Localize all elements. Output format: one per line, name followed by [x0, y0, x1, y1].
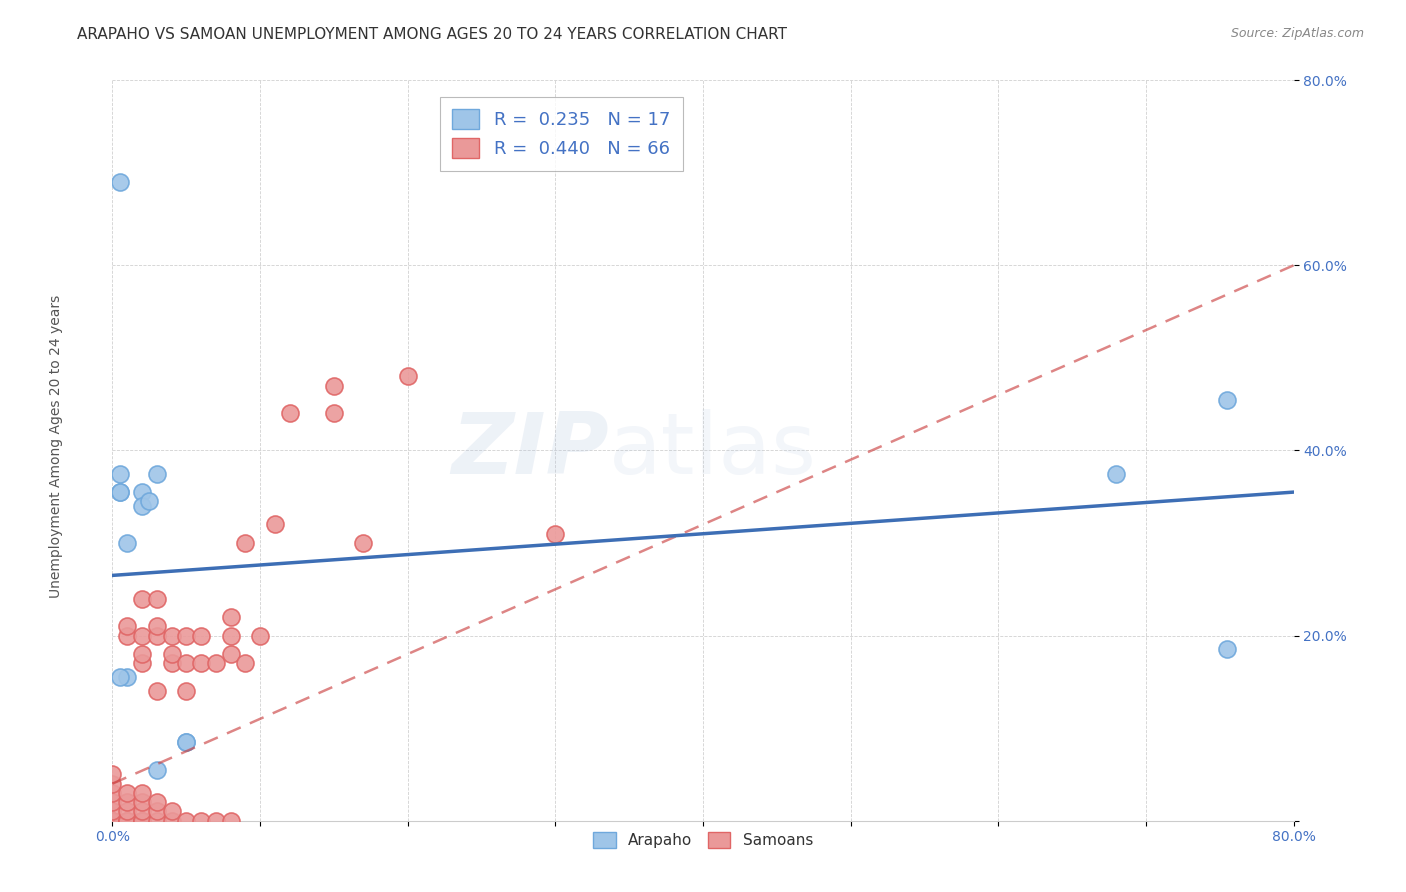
Point [101, 814, 124, 828]
Point [174, 735, 197, 749]
Point [249, 628, 271, 642]
Point [117, 814, 138, 828]
Point [101, 805, 124, 819]
Point [323, 407, 346, 421]
Text: Unemployment Among Ages 20 to 24 years: Unemployment Among Ages 20 to 24 years [49, 294, 63, 598]
Legend: Arapaho, Samoans: Arapaho, Samoans [583, 822, 823, 857]
Point [108, 670, 131, 684]
Point [117, 795, 138, 809]
Point [108, 485, 131, 500]
Point [219, 628, 242, 642]
Point [323, 378, 346, 392]
Point [117, 536, 138, 550]
Point [101, 814, 124, 828]
Point [190, 657, 212, 671]
Point [396, 369, 419, 384]
Point [174, 657, 197, 671]
Point [131, 657, 153, 671]
Text: ZIP: ZIP [451, 409, 609, 492]
Point [219, 647, 242, 661]
Point [160, 657, 183, 671]
Point [146, 763, 169, 777]
Point [131, 628, 153, 642]
Point [101, 814, 124, 828]
Point [101, 814, 124, 828]
Point [174, 684, 197, 698]
Point [205, 657, 228, 671]
Point [544, 526, 567, 541]
Point [146, 591, 169, 606]
Point [160, 814, 183, 828]
Point [219, 814, 242, 828]
Point [264, 517, 287, 532]
Point [108, 467, 131, 481]
Point [101, 814, 124, 828]
Point [160, 647, 183, 661]
Point [190, 814, 212, 828]
Point [146, 628, 169, 642]
Point [131, 591, 153, 606]
Point [1105, 467, 1128, 481]
Point [1216, 392, 1239, 407]
Point [352, 536, 374, 550]
Point [108, 175, 131, 189]
Point [219, 610, 242, 624]
Point [101, 795, 124, 809]
Point [131, 499, 153, 513]
Point [190, 628, 212, 642]
Point [233, 657, 256, 671]
Text: ARAPAHO VS SAMOAN UNEMPLOYMENT AMONG AGES 20 TO 24 YEARS CORRELATION CHART: ARAPAHO VS SAMOAN UNEMPLOYMENT AMONG AGE… [77, 27, 787, 42]
Text: atlas: atlas [609, 409, 817, 492]
Point [146, 684, 169, 698]
Point [131, 805, 153, 819]
Point [101, 814, 124, 828]
Point [117, 786, 138, 800]
Point [146, 814, 169, 828]
Point [138, 494, 160, 508]
Point [278, 407, 301, 421]
Point [117, 628, 138, 642]
Point [131, 485, 153, 500]
Text: Source: ZipAtlas.com: Source: ZipAtlas.com [1230, 27, 1364, 40]
Point [1216, 642, 1239, 657]
Point [131, 795, 153, 809]
Point [117, 619, 138, 633]
Point [174, 628, 197, 642]
Point [117, 814, 138, 828]
Point [101, 786, 124, 800]
Point [117, 805, 138, 819]
Point [101, 767, 124, 781]
Point [233, 536, 256, 550]
Point [117, 670, 138, 684]
Point [131, 814, 153, 828]
Point [146, 795, 169, 809]
Point [160, 628, 183, 642]
Point [108, 485, 131, 500]
Point [101, 814, 124, 828]
Point [117, 814, 138, 828]
Point [160, 805, 183, 819]
Point [174, 735, 197, 749]
Point [131, 647, 153, 661]
Point [146, 467, 169, 481]
Point [146, 805, 169, 819]
Point [205, 814, 228, 828]
Point [174, 814, 197, 828]
Point [131, 814, 153, 828]
Point [101, 814, 124, 828]
Point [131, 786, 153, 800]
Point [146, 619, 169, 633]
Point [101, 776, 124, 791]
Point [131, 814, 153, 828]
